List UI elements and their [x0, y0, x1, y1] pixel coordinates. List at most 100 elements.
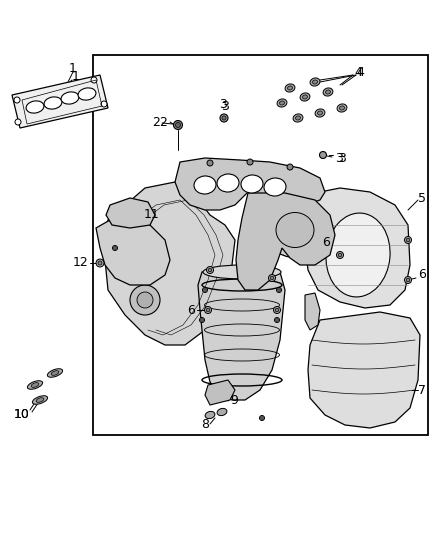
Circle shape	[207, 160, 213, 166]
Polygon shape	[236, 193, 335, 290]
Ellipse shape	[337, 104, 347, 112]
Ellipse shape	[203, 265, 281, 279]
Text: 11: 11	[144, 208, 160, 222]
Text: 3: 3	[335, 151, 343, 165]
Text: 8: 8	[201, 418, 209, 432]
Polygon shape	[205, 380, 235, 405]
Ellipse shape	[323, 88, 333, 96]
Polygon shape	[106, 198, 155, 228]
Ellipse shape	[217, 174, 239, 192]
Circle shape	[275, 308, 279, 312]
Ellipse shape	[241, 175, 263, 193]
Ellipse shape	[44, 97, 62, 109]
Ellipse shape	[47, 369, 63, 377]
Text: 2: 2	[152, 116, 160, 128]
Ellipse shape	[296, 116, 300, 120]
Circle shape	[405, 277, 411, 284]
Ellipse shape	[303, 95, 307, 99]
Ellipse shape	[326, 213, 390, 297]
Polygon shape	[175, 158, 325, 210]
Text: 3: 3	[221, 101, 229, 114]
Circle shape	[130, 285, 160, 315]
Circle shape	[336, 252, 343, 259]
Ellipse shape	[287, 86, 293, 90]
Ellipse shape	[276, 213, 314, 247]
Text: 1: 1	[72, 70, 80, 84]
Ellipse shape	[277, 99, 287, 107]
Text: 2: 2	[159, 116, 167, 128]
Ellipse shape	[36, 398, 44, 402]
Circle shape	[205, 306, 212, 313]
Bar	[93, 55, 428, 435]
Ellipse shape	[310, 78, 320, 86]
Polygon shape	[305, 293, 320, 330]
Circle shape	[405, 237, 411, 244]
Ellipse shape	[339, 106, 344, 110]
Circle shape	[406, 278, 410, 282]
Ellipse shape	[318, 111, 322, 115]
Circle shape	[276, 319, 278, 321]
Circle shape	[406, 238, 410, 242]
Polygon shape	[12, 75, 108, 128]
Circle shape	[96, 259, 104, 267]
Circle shape	[208, 268, 212, 272]
Circle shape	[270, 276, 274, 280]
Polygon shape	[308, 312, 420, 428]
Circle shape	[176, 123, 180, 127]
Polygon shape	[198, 265, 285, 400]
Ellipse shape	[78, 88, 96, 100]
Ellipse shape	[217, 408, 227, 416]
Polygon shape	[305, 188, 410, 308]
Ellipse shape	[285, 84, 295, 92]
Circle shape	[173, 120, 183, 130]
Text: 5: 5	[418, 191, 426, 205]
Text: 1: 1	[69, 61, 77, 75]
Polygon shape	[105, 182, 235, 345]
Ellipse shape	[194, 176, 216, 194]
Circle shape	[222, 116, 226, 120]
Ellipse shape	[313, 80, 318, 84]
Text: 6: 6	[187, 303, 195, 317]
Text: 10: 10	[14, 408, 30, 422]
Ellipse shape	[300, 93, 310, 101]
Circle shape	[113, 246, 117, 251]
Circle shape	[202, 287, 208, 293]
Circle shape	[275, 318, 279, 322]
Circle shape	[98, 261, 102, 265]
Circle shape	[276, 287, 282, 293]
Circle shape	[261, 417, 263, 419]
Circle shape	[101, 101, 107, 107]
Circle shape	[247, 159, 253, 165]
Circle shape	[137, 292, 153, 308]
Circle shape	[91, 77, 97, 83]
Ellipse shape	[61, 92, 79, 104]
Text: 3: 3	[219, 99, 227, 111]
Polygon shape	[96, 218, 170, 285]
Ellipse shape	[325, 90, 330, 94]
Circle shape	[199, 318, 205, 322]
Circle shape	[201, 319, 203, 321]
Text: 4: 4	[354, 66, 362, 78]
Circle shape	[204, 289, 206, 291]
Text: 3: 3	[338, 151, 346, 165]
Ellipse shape	[205, 411, 215, 418]
Text: 12: 12	[72, 256, 88, 270]
Ellipse shape	[265, 203, 325, 257]
Text: 7: 7	[418, 384, 426, 397]
Ellipse shape	[279, 101, 284, 105]
Circle shape	[273, 306, 280, 313]
Ellipse shape	[26, 101, 44, 113]
Ellipse shape	[315, 109, 325, 117]
Circle shape	[15, 119, 21, 125]
Text: 6: 6	[418, 269, 426, 281]
Circle shape	[259, 416, 265, 421]
Ellipse shape	[28, 381, 42, 389]
Ellipse shape	[264, 178, 286, 196]
Circle shape	[206, 308, 210, 312]
Circle shape	[319, 151, 326, 158]
Circle shape	[220, 114, 228, 122]
Ellipse shape	[32, 395, 48, 404]
Ellipse shape	[31, 383, 39, 387]
Circle shape	[14, 97, 20, 103]
Circle shape	[114, 247, 116, 249]
